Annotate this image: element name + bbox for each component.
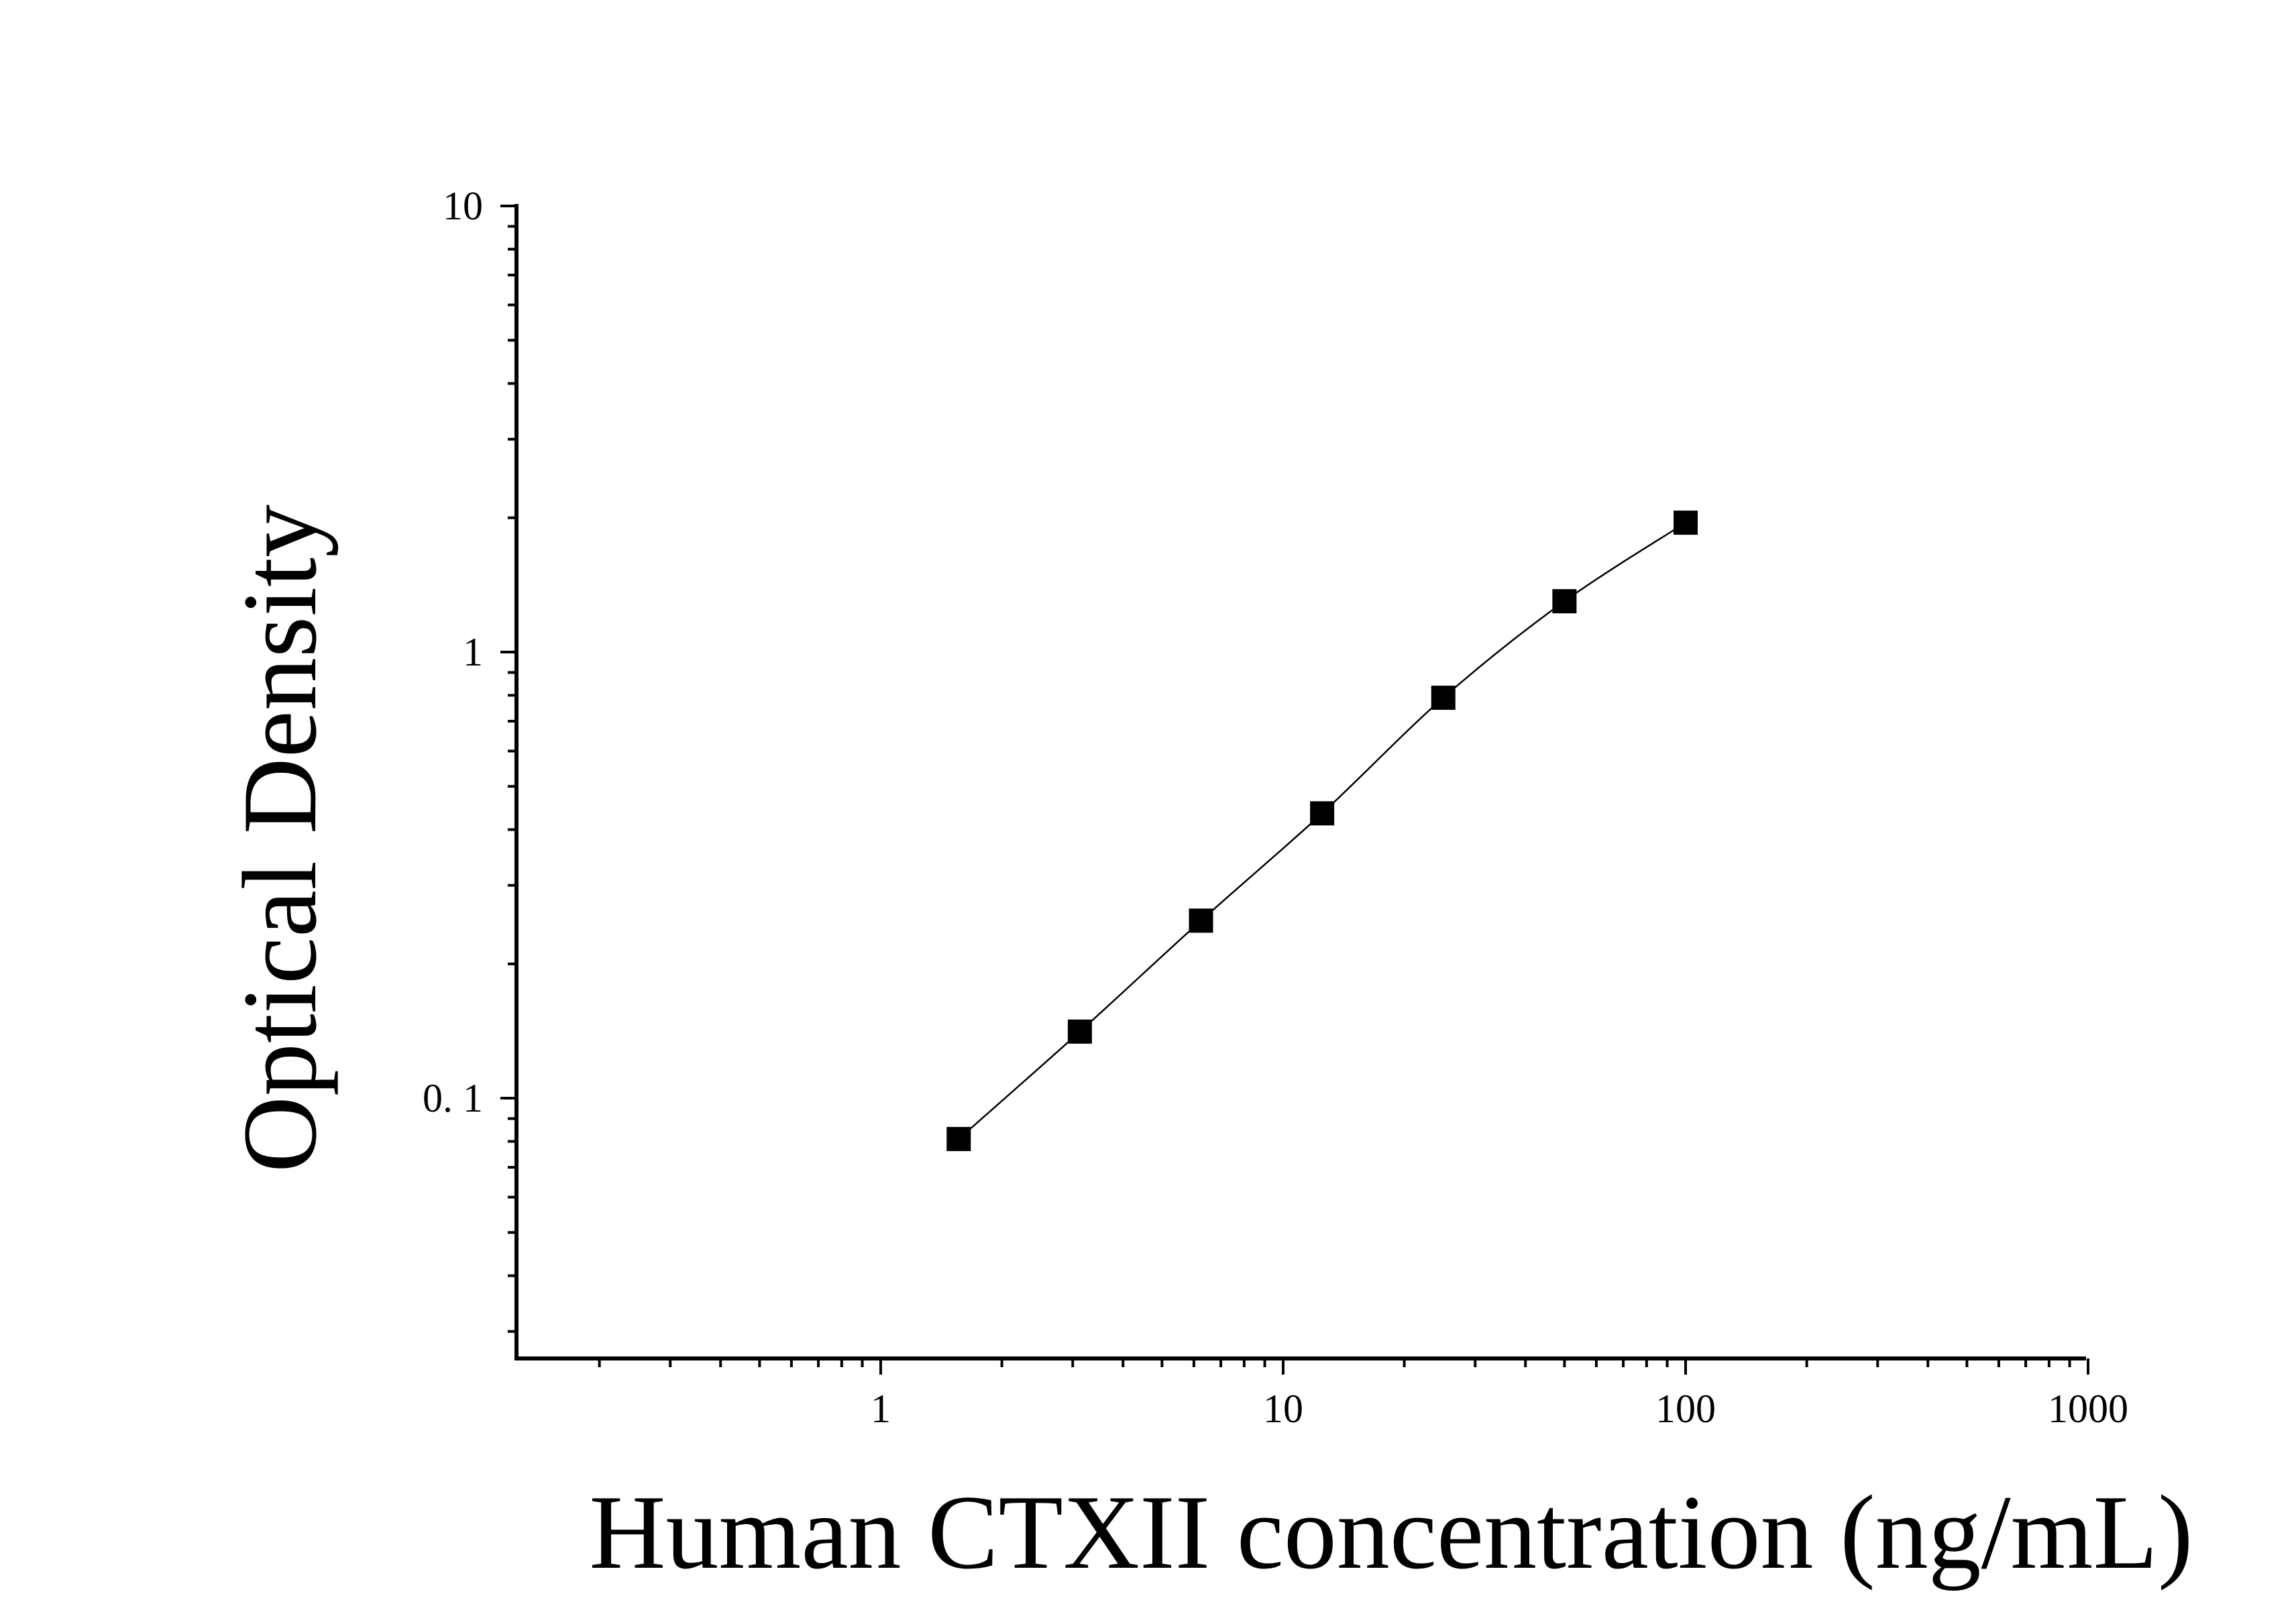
x-axis-title: Human CTXII concentration (ng/mL): [589, 1474, 2193, 1591]
data-point: [1674, 511, 1698, 535]
data-point: [1189, 908, 1213, 933]
x-tick-label: 1: [871, 1387, 891, 1431]
y-tick-labels: 0. 1 1 10: [423, 184, 483, 1120]
x-tick-labels: 1 10 100 1000: [871, 1387, 2128, 1431]
x-tick-label: 100: [1655, 1387, 1716, 1431]
data-point: [1067, 1019, 1092, 1044]
y-axis-title: Optical Density: [221, 504, 339, 1173]
y-tick-label: 1: [463, 630, 483, 674]
data-point: [1310, 801, 1335, 826]
fit-curve: [958, 522, 1686, 1140]
data-point: [1431, 686, 1456, 710]
data-markers: [946, 511, 1698, 1151]
data-point: [1552, 589, 1577, 614]
axes: [500, 204, 2089, 1375]
y-tick-label: 10: [443, 184, 483, 228]
y-tick-label: 0. 1: [423, 1076, 483, 1120]
x-tick-label: 10: [1263, 1387, 1303, 1431]
data-point: [946, 1126, 971, 1151]
x-tick-label: 1000: [2048, 1387, 2128, 1431]
